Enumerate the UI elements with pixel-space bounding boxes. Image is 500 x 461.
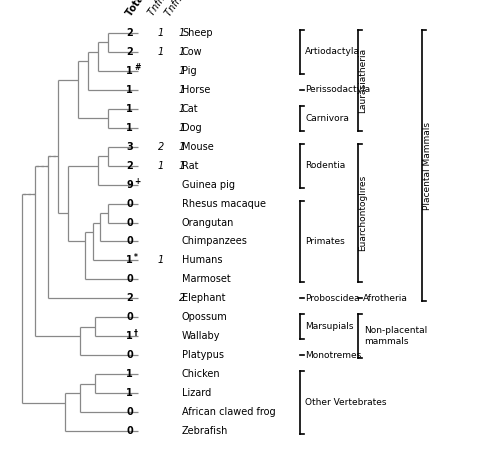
Text: 1: 1 (126, 331, 133, 341)
Text: 0: 0 (126, 236, 133, 247)
Text: 1: 1 (126, 85, 133, 95)
Text: Tnfrsf 22/23: Tnfrsf 22/23 (147, 0, 189, 18)
Text: Horse: Horse (182, 85, 210, 95)
Text: Marsupials: Marsupials (305, 322, 354, 331)
Text: Cat: Cat (182, 104, 198, 114)
Text: 1: 1 (179, 47, 185, 57)
Text: Artiodactyla: Artiodactyla (305, 47, 360, 56)
Text: Rhesus macaque: Rhesus macaque (182, 199, 266, 208)
Text: 0: 0 (126, 312, 133, 322)
Text: Humans: Humans (182, 255, 222, 266)
Text: 0: 0 (126, 350, 133, 360)
Text: 1: 1 (158, 28, 164, 38)
Text: 2: 2 (126, 28, 133, 38)
Text: Other Vertebrates: Other Vertebrates (305, 398, 386, 407)
Text: Dog: Dog (182, 123, 202, 133)
Text: 0: 0 (126, 218, 133, 228)
Text: Tnfrsf 26: Tnfrsf 26 (164, 0, 197, 18)
Text: 1: 1 (179, 104, 185, 114)
Text: Mouse: Mouse (182, 142, 214, 152)
Text: 1: 1 (179, 161, 185, 171)
Text: Lizard: Lizard (182, 388, 211, 398)
Text: 2: 2 (179, 293, 185, 303)
Text: Rat: Rat (182, 161, 198, 171)
Text: 3: 3 (126, 142, 133, 152)
Text: Sheep: Sheep (182, 28, 212, 38)
Text: 2: 2 (126, 161, 133, 171)
Text: 0: 0 (126, 199, 133, 208)
Text: 0: 0 (126, 274, 133, 284)
Text: Opossum: Opossum (182, 312, 228, 322)
Text: Elephant: Elephant (182, 293, 226, 303)
Text: 1: 1 (126, 104, 133, 114)
Text: 2: 2 (126, 47, 133, 57)
Text: †: † (134, 329, 138, 338)
Text: Perissodactyla: Perissodactyla (305, 85, 370, 95)
Text: Monotremes: Monotremes (305, 351, 361, 360)
Text: Placental Mammals: Placental Mammals (422, 122, 432, 210)
Text: 2: 2 (126, 293, 133, 303)
Text: 1: 1 (158, 47, 164, 57)
Text: Wallaby: Wallaby (182, 331, 220, 341)
Text: 0: 0 (126, 407, 133, 417)
Text: *: * (134, 253, 138, 262)
Text: Zebrafish: Zebrafish (182, 426, 228, 436)
Text: Orangutan: Orangutan (182, 218, 234, 228)
Text: Carnivora: Carnivora (305, 114, 349, 123)
Text: Non-placental
mammals: Non-placental mammals (364, 326, 427, 346)
Text: Chimpanzees: Chimpanzees (182, 236, 248, 247)
Text: 1: 1 (179, 142, 185, 152)
Text: 1: 1 (179, 28, 185, 38)
Text: 1: 1 (179, 85, 185, 95)
Text: 1: 1 (126, 255, 133, 266)
Text: +: + (134, 177, 140, 186)
Text: Cow: Cow (182, 47, 203, 57)
Text: Primates: Primates (305, 237, 345, 246)
Text: Pig: Pig (182, 66, 196, 76)
Text: Platypus: Platypus (182, 350, 224, 360)
Text: 0: 0 (126, 426, 133, 436)
Text: Proboscidea: Proboscidea (305, 294, 360, 303)
Text: 2: 2 (158, 142, 164, 152)
Text: African clawed frog: African clawed frog (182, 407, 276, 417)
Text: 9: 9 (126, 180, 133, 189)
Text: #: # (134, 64, 140, 72)
Text: Chicken: Chicken (182, 369, 220, 379)
Text: 1: 1 (158, 161, 164, 171)
Text: 1: 1 (158, 255, 164, 266)
Text: Afrotheria: Afrotheria (363, 294, 408, 303)
Text: 1: 1 (126, 123, 133, 133)
Text: 1: 1 (126, 66, 133, 76)
Text: Total Tnfrsf: Total Tnfrsf (125, 0, 169, 18)
Text: Marmoset: Marmoset (182, 274, 231, 284)
Text: Rodentia: Rodentia (305, 161, 345, 170)
Text: 1: 1 (179, 66, 185, 76)
Text: Laurasiatheria: Laurasiatheria (358, 48, 368, 113)
Text: Guinea pig: Guinea pig (182, 180, 235, 189)
Text: 1: 1 (126, 388, 133, 398)
Text: 1: 1 (126, 369, 133, 379)
Text: 1: 1 (179, 123, 185, 133)
Text: Euarchontoglires: Euarchontoglires (358, 175, 368, 251)
